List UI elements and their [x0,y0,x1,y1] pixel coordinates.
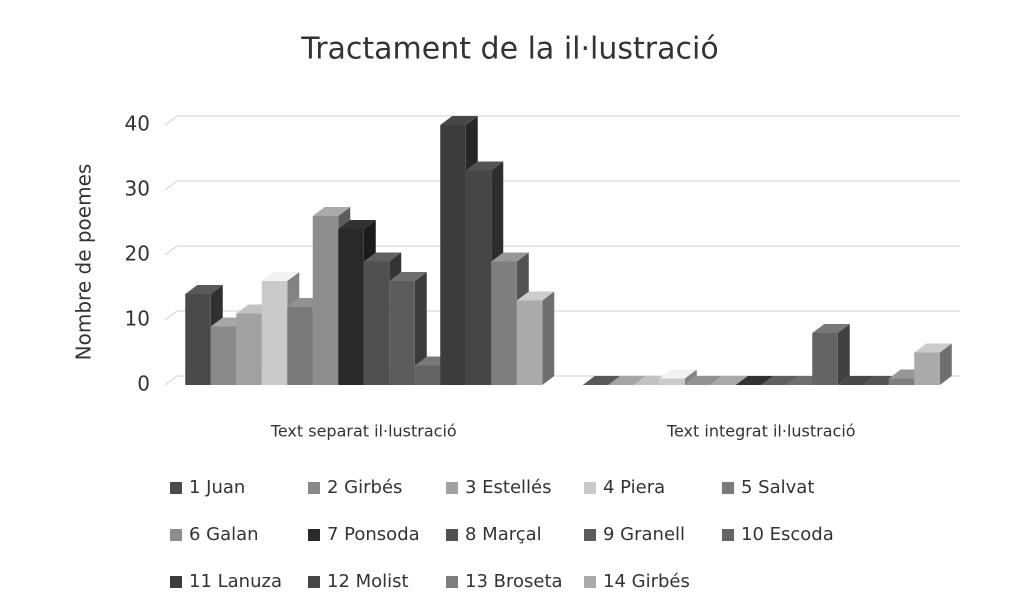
bar [516,291,555,385]
bar-face [287,307,313,385]
legend-swatch [170,529,182,541]
bar-face [261,272,300,281]
grid-line [164,310,960,321]
bar-face [582,376,621,385]
bar [582,376,621,385]
bar-face [440,125,466,385]
bar-face [812,324,850,333]
bar-face [710,376,748,385]
legend-swatch [170,576,182,588]
bar-face [363,261,390,385]
chart-title: Tractament de la il·lustració [300,32,718,67]
legend-label: 9 Granell [603,524,685,545]
legend-swatch [446,482,458,494]
bar-face [389,272,427,281]
bar-face [185,294,211,385]
legend-swatch [584,529,596,541]
bar [735,376,774,385]
legend-label: 3 Estellés [465,477,552,498]
bar [761,376,799,385]
bar-face [236,313,262,385]
bar-face [185,285,223,294]
bar [914,343,952,385]
bar-face [338,220,376,229]
legend-label: 8 Marçal [465,524,542,545]
grid-line [164,180,960,191]
legend-swatch [584,576,596,588]
bar-face [491,252,529,262]
legend-label: 5 Salvat [741,477,814,498]
bar-face [659,369,697,379]
x-tick-label: Text separat il·lustració [270,422,457,441]
legend-swatch [446,529,458,541]
bar-face [414,365,441,385]
bar-face [491,261,517,385]
bar-face [837,376,876,385]
bar [608,376,646,385]
y-tick-label: 0 [137,372,150,396]
bar [659,369,697,385]
bar-face [684,369,697,385]
legend-swatch [308,529,320,541]
bar-face [465,170,492,385]
bar-face [261,281,288,385]
legend-label: 13 Broseta [465,571,563,592]
grid-line [164,115,960,126]
bar-face [465,161,504,171]
legend-label: 4 Piera [603,477,665,498]
legend-swatch [722,529,734,541]
legend-swatch [446,576,458,588]
bar-face [363,252,402,262]
y-tick-label: 30 [125,177,150,201]
bar [710,376,748,385]
y-axis-label: Nombre de poemes [72,164,96,361]
bar-face [516,291,555,301]
bar [389,272,427,385]
bar [837,376,876,385]
bar-face [210,326,237,385]
bar-face [837,324,850,385]
bar-face [914,343,952,353]
bar-face [684,376,723,385]
bar-face [312,207,351,216]
bar-face [516,300,543,385]
legend-label: 2 Girbés [327,477,402,498]
legend-label: 1 Juan [189,477,245,498]
bar-face [312,216,339,385]
y-tick-label: 40 [125,112,150,136]
legend-label: 12 Molist [327,571,409,592]
bar-face [735,376,774,385]
bar-face [440,116,478,125]
y-tick-label: 20 [125,242,150,266]
bar-face [389,281,415,385]
bar-face [659,378,685,385]
legend-swatch [308,482,320,494]
bar-face [608,376,646,385]
bar-face [338,229,364,385]
bar-face [812,333,838,385]
legend-label: 14 Girbés [603,571,690,592]
y-tick-label: 10 [125,307,150,331]
grid-line [164,245,960,256]
bar-face [761,376,799,385]
bar-face [939,343,952,385]
bar-face [414,272,427,385]
legend-label: 10 Escoda [741,524,834,545]
bar [684,376,723,385]
legend-swatch [308,576,320,588]
bar-face [914,352,940,385]
bar [812,324,850,385]
legend-label: 7 Ponsoda [327,524,420,545]
legend-swatch [170,482,182,494]
legend-swatch [584,482,596,494]
legend-label: 11 Lanuza [189,571,282,592]
legend-swatch [722,482,734,494]
bar-face [888,378,915,385]
legend-label: 6 Galan [189,524,259,545]
x-tick-label: Text integrat il·lustració [666,422,856,441]
bar-face [542,291,555,385]
